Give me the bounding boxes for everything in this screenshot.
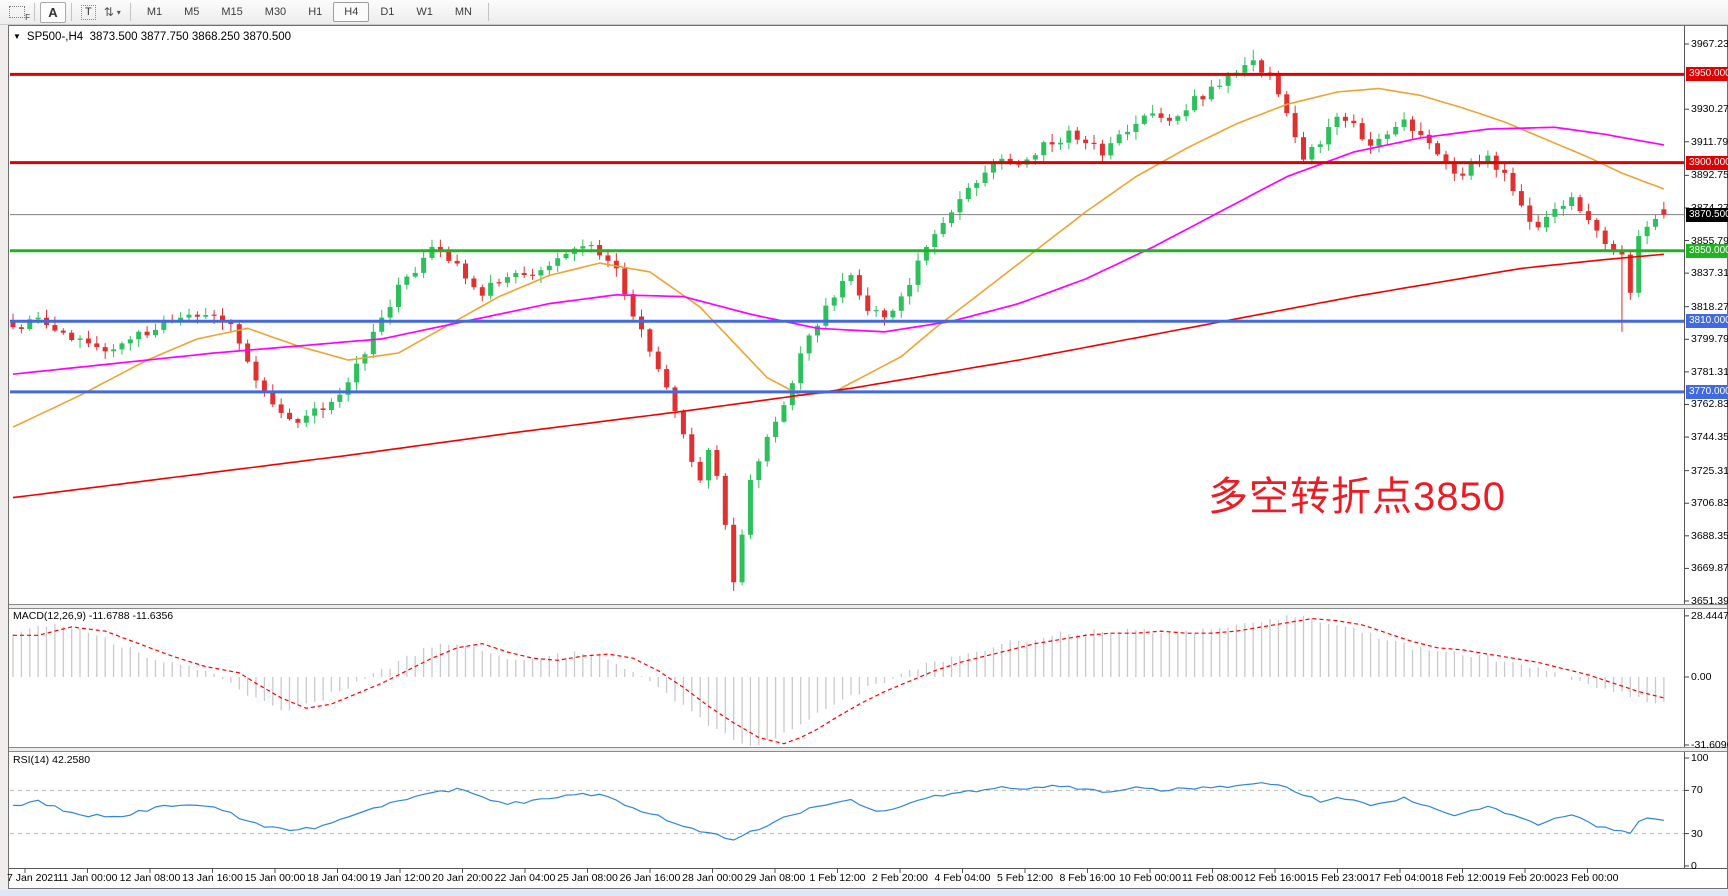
macd-signal-line — [13, 617, 1665, 745]
macd-scale-label: 0.00 — [1691, 671, 1712, 683]
y-axis-label: 3930.270 — [1691, 103, 1728, 115]
timeframe-button-mn[interactable]: MN — [454, 6, 472, 18]
toolbar-text-box-button[interactable]: T — [77, 2, 100, 23]
chart-title: ▼ SP500-,H4 3873.500 3877.750 3868.250 38… — [13, 31, 291, 43]
ma-line-medium-magenta — [12, 126, 1665, 376]
toolbar: F A T ⇅ ▾ M1 M5 M15 M30 H1 H4 D1 W1 MN — [0, 0, 1728, 25]
x-axis-label: 17 Feb 04:00 — [1369, 872, 1431, 884]
timeframe-button-m1[interactable]: M1 — [146, 6, 163, 18]
x-axis-label: 12 Jan 08:00 — [119, 872, 181, 884]
x-axis-label: 23 Feb 00:00 — [1556, 872, 1619, 884]
macd-scale-label: 28.4447 — [1691, 610, 1728, 622]
chart-ohlc-values: 3873.500 3877.750 3868.250 3870.500 — [89, 31, 292, 43]
text-box-icon: T — [81, 4, 96, 20]
timeframe-button-h4[interactable]: H4 — [333, 2, 370, 22]
timeframe-button-d1[interactable]: D1 — [380, 6, 395, 18]
chart-plot-area[interactable] — [8, 25, 1728, 889]
panel-splitter[interactable] — [9, 604, 1727, 752]
toolbar-separator — [129, 3, 131, 21]
rsi-scale-label: 0 — [1691, 860, 1697, 872]
x-axis-label: 22 Jan 04:00 — [494, 872, 556, 884]
x-axis-label: 29 Jan 08:00 — [744, 872, 806, 884]
y-axis-label: 3799.790 — [1691, 333, 1728, 345]
y-axis-label: 3669.870 — [1691, 562, 1728, 574]
x-axis-label: 19 Feb 20:00 — [1494, 872, 1556, 884]
y-axis-label: 3911.790 — [1691, 136, 1728, 148]
chart-annotation: 多空转折点3850 — [1208, 475, 1506, 519]
y-axis-label: 3706.830 — [1691, 497, 1728, 509]
chevron-down-icon: ▾ — [116, 7, 121, 17]
x-axis-label: 15 Jan 00:00 — [244, 872, 306, 884]
x-axis-label: 7 Jan 2021 — [7, 872, 59, 884]
x-axis-label: 8 Feb 16:00 — [1059, 872, 1116, 884]
rsi-label: RSI(14) 42.2580 — [13, 754, 90, 766]
rsi-line — [12, 782, 1664, 841]
x-axis-label: 28 Jan 00:00 — [682, 872, 743, 884]
timeframe-button-m15[interactable]: M15 — [221, 6, 243, 18]
dotted-grid-icon: F — [9, 6, 30, 22]
rsi-scale-label: 70 — [1691, 784, 1703, 796]
x-axis-label: 4 Feb 04:00 — [934, 872, 991, 884]
horizontal-level-lines[interactable] — [10, 72, 1684, 394]
timeframe-button-w1[interactable]: W1 — [416, 6, 433, 18]
x-axis-label: 5 Feb 12:00 — [996, 872, 1054, 884]
x-axis-label: 25 Jan 08:00 — [557, 872, 618, 884]
y-axis-label: 3781.310 — [1691, 366, 1728, 378]
price-level-chip-3850.000: 3850.000 — [1686, 244, 1728, 258]
x-axis-label: 12 Feb 16:00 — [1244, 872, 1306, 884]
x-axis-label: 19 Jan 12:00 — [369, 872, 431, 884]
y-axis-label: 3837.310 — [1691, 267, 1728, 279]
ma-line-slow-red — [12, 253, 1664, 499]
y-axis-label: 3818.270 — [1691, 301, 1728, 313]
x-axis-label: 2 Feb 20:00 — [871, 872, 929, 884]
chart-dropdown-icon[interactable]: ▼ — [13, 32, 21, 41]
x-axis-label: 10 Feb 00:00 — [1119, 872, 1181, 884]
chart-frame — [8, 25, 1728, 889]
x-axis-label: 13 Jan 16:00 — [182, 872, 243, 884]
x-axis-label: 18 Jan 04:00 — [307, 872, 368, 884]
macd-histogram — [12, 615, 1665, 747]
x-axis-label: 11 Feb 08:00 — [1181, 872, 1244, 884]
arrows-icon: ⇅ — [103, 5, 114, 19]
rsi-scale-label: 30 — [1691, 828, 1703, 840]
timeframe-button-m5[interactable]: M5 — [184, 6, 200, 18]
macd-name: MACD(12,26,9) — [13, 610, 86, 622]
chart-symbol-period: SP500-,H4 — [26, 31, 84, 43]
price-level-chip-3770.000: 3770.000 — [1686, 385, 1728, 399]
toolbar-separator — [34, 3, 35, 21]
x-axis-label: 15 Feb 23:00 — [1306, 872, 1369, 884]
y-axis-label: 3688.350 — [1691, 530, 1728, 542]
y-axis-label: 3651.390 — [1691, 595, 1728, 607]
price-level-chip-3950.000: 3950.000 — [1686, 67, 1728, 81]
y-axis-label: 3762.830 — [1691, 398, 1728, 410]
x-axis-label: 11 Jan 00:00 — [57, 872, 118, 884]
toolbar-separator — [487, 3, 489, 21]
price-level-chip-3810.000: 3810.000 — [1686, 314, 1728, 328]
rsi-scale-label: 100 — [1691, 752, 1709, 764]
x-axis-label: 18 Feb 12:00 — [1431, 872, 1494, 884]
macd-scale-label: -31.6096 — [1691, 739, 1728, 751]
price-level-chip-3900.000: 3900.000 — [1686, 156, 1728, 170]
toolbar-text-label-button[interactable]: A — [40, 1, 66, 23]
window-bottom-strip — [0, 890, 1728, 896]
y-axis-label: 3892.750 — [1691, 169, 1728, 181]
x-axis-label: 1 Feb 12:00 — [809, 872, 866, 884]
current-price-chip: 3870.500 — [1686, 208, 1728, 222]
rsi-name: RSI(14) — [13, 754, 50, 766]
toolbar-snap-grid-button[interactable]: F — [5, 2, 30, 23]
rsi-value: 42.2580 — [52, 754, 91, 766]
y-axis-label: 3967.230 — [1691, 38, 1728, 50]
macd-values: -11.6788 -11.6356 — [88, 610, 174, 622]
timeframe-button-m30[interactable]: M30 — [264, 6, 287, 18]
y-axis-label: 3744.350 — [1691, 431, 1728, 443]
macd-label: MACD(12,26,9) -11.6788 -11.6356 — [13, 610, 173, 622]
toolbar-arrow-objects-button[interactable]: ⇅ ▾ — [100, 2, 125, 23]
x-axis-label: 26 Jan 16:00 — [619, 872, 681, 884]
timeframe-button-h1[interactable]: H1 — [308, 6, 323, 18]
x-axis-label: 20 Jan 20:00 — [432, 872, 493, 884]
y-axis-label: 3725.310 — [1691, 465, 1728, 477]
toolbar-separator — [71, 3, 72, 21]
